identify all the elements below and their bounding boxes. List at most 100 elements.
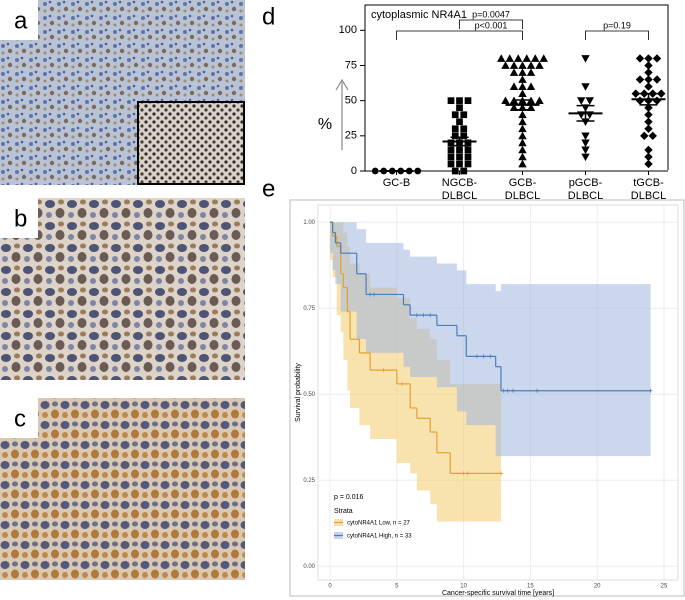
x-tick-label: GCB-DLBCL	[504, 177, 541, 202]
data-point	[644, 110, 653, 119]
legend-label: cytoNR4A1 High, n = 33	[347, 534, 412, 540]
censor-mark	[368, 292, 373, 297]
censor-mark	[465, 471, 470, 476]
micrograph-c	[0, 398, 245, 580]
panel-label: c	[14, 405, 26, 432]
data-point	[460, 167, 468, 175]
data-point	[509, 82, 519, 90]
data-point	[456, 118, 463, 126]
data-point	[631, 89, 640, 98]
data-point	[535, 96, 544, 105]
censor-mark	[535, 388, 540, 393]
data-point	[581, 55, 590, 63]
panel-label: e	[262, 175, 275, 202]
error-bar	[639, 92, 658, 106]
data-point	[635, 54, 645, 63]
data-point	[447, 97, 455, 105]
data-point	[451, 132, 459, 140]
p-value: p=0.0047	[472, 9, 510, 19]
data-point	[635, 75, 645, 84]
data-point	[644, 54, 653, 63]
y-tick-label: 1.00	[303, 220, 315, 226]
censor-mark	[414, 313, 419, 318]
x-tick-label: tGCB-DLBCL	[630, 177, 667, 202]
data-point	[518, 152, 527, 161]
survival-plot: 0 5 10 15 20 25 0.00 0.25 0.50 0.75 1.00 Cancer-spe…	[289, 199, 685, 597]
data-point	[518, 110, 527, 119]
comparison-bracket	[396, 30, 523, 40]
censor-mark	[511, 388, 516, 393]
data-point	[518, 159, 527, 168]
x-tick-label: 20	[594, 584, 601, 590]
panel-label: d	[262, 3, 275, 30]
data-point	[518, 117, 527, 126]
label-box	[0, 398, 38, 438]
x-tick-label: GC-B	[382, 177, 411, 189]
data-point	[447, 146, 455, 154]
data-point	[644, 82, 653, 91]
micrograph-inset	[137, 101, 245, 185]
data-point	[464, 153, 472, 161]
data-point	[644, 159, 653, 169]
x-tick-label: 10	[460, 584, 467, 590]
data-point	[644, 117, 653, 126]
data-point	[581, 153, 590, 162]
data-point	[464, 97, 472, 105]
x-tick-label: 25	[661, 584, 668, 590]
data-point	[652, 75, 662, 84]
data-point	[522, 54, 531, 62]
data-point	[518, 68, 527, 76]
y-tick-label: 0.25	[303, 478, 315, 484]
label-box	[0, 0, 38, 40]
data-point	[526, 61, 536, 69]
data-point	[585, 97, 594, 105]
data-point	[635, 96, 645, 105]
data-point	[657, 89, 666, 98]
data-point	[644, 124, 653, 133]
censor-mark	[381, 368, 386, 373]
data-point	[509, 61, 519, 69]
censor-mark	[501, 388, 506, 393]
legend-title: Strata	[334, 508, 353, 515]
data-point	[456, 104, 463, 112]
data-point	[456, 97, 463, 105]
censor-mark	[400, 381, 405, 386]
data-point	[451, 167, 459, 175]
data-point	[644, 152, 653, 162]
data-point	[464, 146, 472, 154]
x-tick-label: 15	[527, 584, 534, 590]
data-point	[526, 82, 536, 90]
data-point	[414, 167, 422, 175]
data-point	[581, 118, 590, 126]
data-point	[518, 89, 527, 97]
data-point	[644, 145, 653, 155]
comparison-bracket	[585, 30, 649, 40]
data-point	[518, 75, 527, 83]
y-tick-label: 0.50	[303, 392, 315, 398]
censor-mark	[499, 471, 504, 476]
censor-mark	[648, 388, 653, 393]
data-point	[497, 54, 506, 62]
chart-title: cytoplasmic NR4A1	[371, 9, 467, 21]
data-point	[581, 146, 590, 155]
data-point	[518, 131, 527, 140]
arrowhead	[335, 78, 349, 91]
legend-label: cytoNR4A1 Low, n = 27	[347, 521, 411, 527]
data-point	[447, 139, 455, 147]
data-point	[577, 97, 586, 105]
data-point	[514, 54, 523, 62]
data-point	[535, 61, 544, 69]
data-point	[640, 131, 649, 141]
p-value: p<0.001	[475, 20, 508, 30]
data-point	[460, 132, 468, 140]
censor-mark	[428, 313, 433, 318]
data-point	[460, 125, 468, 133]
data-point	[501, 96, 510, 105]
x-tick-label: 5	[395, 584, 399, 590]
y-tick-label: 75	[345, 59, 357, 71]
data-point	[464, 160, 472, 168]
data-point	[518, 138, 527, 147]
data-point	[652, 96, 662, 105]
